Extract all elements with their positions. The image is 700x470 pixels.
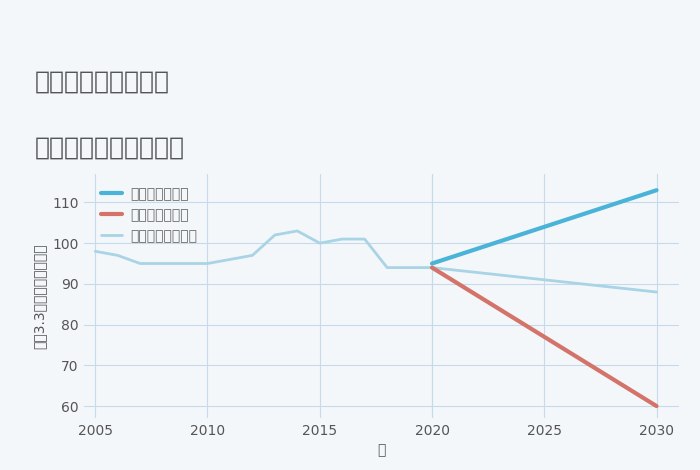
- ノーマルシナリオ: [158, 261, 167, 266]
- グッドシナリオ: [652, 188, 661, 193]
- Line: バッドシナリオ: バッドシナリオ: [432, 267, 657, 406]
- Line: グッドシナリオ: グッドシナリオ: [432, 190, 657, 264]
- Legend: グッドシナリオ, バッドシナリオ, ノーマルシナリオ: グッドシナリオ, バッドシナリオ, ノーマルシナリオ: [97, 183, 202, 248]
- Line: ノーマルシナリオ: ノーマルシナリオ: [95, 231, 657, 292]
- ノーマルシナリオ: [91, 249, 99, 254]
- グッドシナリオ: [428, 261, 436, 266]
- X-axis label: 年: 年: [377, 443, 386, 457]
- ノーマルシナリオ: [652, 289, 661, 295]
- ノーマルシナリオ: [271, 232, 279, 238]
- ノーマルシナリオ: [383, 265, 391, 270]
- ノーマルシナリオ: [316, 240, 324, 246]
- バッドシナリオ: [428, 265, 436, 270]
- ノーマルシナリオ: [540, 277, 549, 282]
- ノーマルシナリオ: [338, 236, 346, 242]
- ノーマルシナリオ: [428, 265, 436, 270]
- バッドシナリオ: [652, 403, 661, 409]
- ノーマルシナリオ: [293, 228, 302, 234]
- Text: 埼玉県飯能市平戸の: 埼玉県飯能市平戸の: [35, 70, 170, 94]
- Y-axis label: 坪（3.3㎡）単価（万円）: 坪（3.3㎡）単価（万円）: [32, 243, 46, 349]
- ノーマルシナリオ: [181, 261, 189, 266]
- ノーマルシナリオ: [113, 252, 122, 258]
- Text: 中古戸建ての価格推移: 中古戸建ての価格推移: [35, 136, 185, 160]
- ノーマルシナリオ: [136, 261, 144, 266]
- ノーマルシナリオ: [360, 236, 369, 242]
- ノーマルシナリオ: [405, 265, 414, 270]
- グッドシナリオ: [540, 224, 549, 230]
- ノーマルシナリオ: [203, 261, 211, 266]
- ノーマルシナリオ: [225, 257, 234, 262]
- バッドシナリオ: [540, 334, 549, 340]
- ノーマルシナリオ: [248, 252, 257, 258]
